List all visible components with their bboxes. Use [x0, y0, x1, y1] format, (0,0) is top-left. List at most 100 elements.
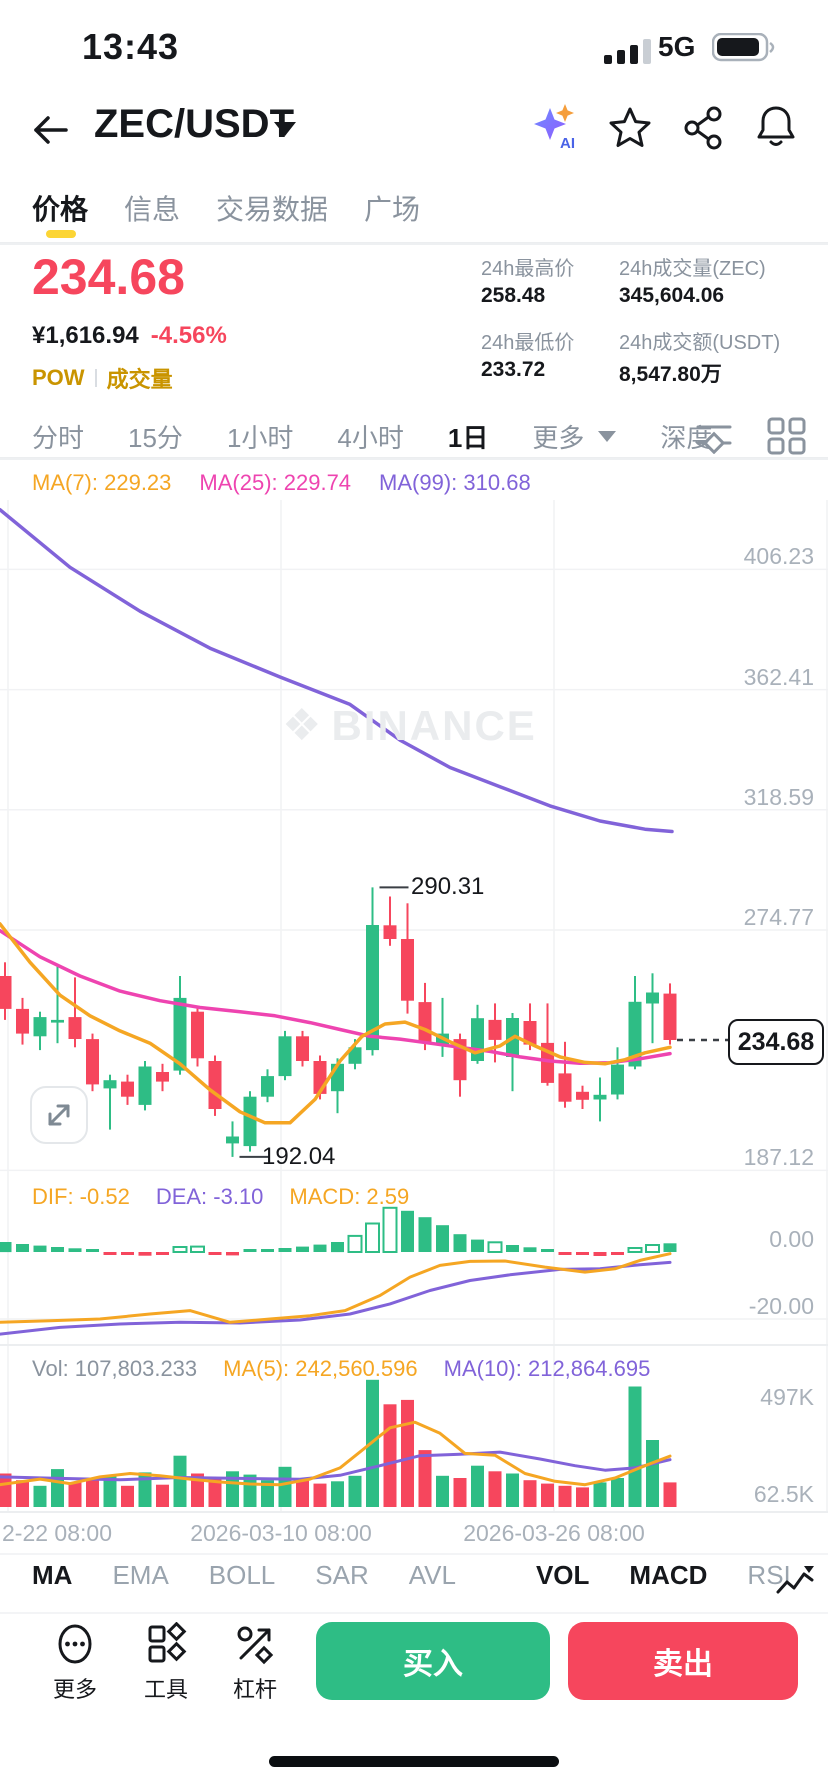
legend-item: MA(25): 229.74 — [199, 470, 352, 495]
tab-2[interactable]: 交易数据 — [216, 194, 329, 225]
expand-chart-button[interactable] — [30, 1086, 88, 1144]
pair-dropdown-caret[interactable] — [274, 122, 296, 136]
volume-axis-label: 497K — [760, 1384, 814, 1410]
layout-grid-icon[interactable] — [766, 416, 808, 456]
current-price-tag: 234.68 — [728, 1019, 824, 1065]
pow-tag[interactable]: POW — [32, 365, 85, 390]
legend-item: DEA: -3.10 — [155, 1184, 264, 1209]
indicator-sar[interactable]: SAR — [315, 1560, 369, 1590]
timeframe-3[interactable]: 4小时 — [337, 423, 404, 453]
divider — [0, 1612, 828, 1614]
indicator-vol[interactable]: VOL — [535, 1560, 590, 1590]
timeframe-4[interactable]: 1日 — [447, 423, 489, 453]
y-axis-label: 362.41 — [743, 664, 814, 690]
active-tab-underline — [46, 230, 76, 238]
leverage-percent-icon — [237, 1626, 274, 1665]
tab-0[interactable]: 价格 — [32, 194, 89, 225]
ma-legend: MA(7): 229.23 MA(25): 229.74 MA(99): 310.6… — [32, 470, 531, 496]
binance-logo-icon: ❖ — [282, 701, 322, 750]
chart-style-icon[interactable] — [774, 1562, 818, 1602]
tag-row[interactable]: POW 成交量 — [32, 362, 173, 394]
stat-volusdt-label: 24h成交额(USDT) — [619, 332, 781, 354]
last-price: 234.68 — [32, 249, 185, 305]
divider — [0, 458, 828, 460]
high-annotation: 290.31 — [411, 873, 485, 900]
tools-button[interactable]: 工具 — [131, 1622, 201, 1704]
indicator-boll[interactable]: BOLL — [208, 1560, 276, 1590]
timeframe-2[interactable]: 1小时 — [226, 423, 294, 453]
more-caret-icon — [598, 431, 617, 442]
macd-axis-label: -20.00 — [748, 1293, 814, 1319]
y-axis-label: 274.77 — [743, 904, 814, 930]
sell-button[interactable]: 卖出 — [568, 1622, 798, 1700]
macd-legend: DIF: -0.52 DEA: -3.10 MACD: 2.59 — [32, 1184, 409, 1210]
macd-axis-label: 0.00 — [769, 1226, 814, 1252]
home-indicator — [269, 1756, 559, 1767]
svg-text:AI: AI — [560, 135, 575, 152]
buy-button[interactable]: 买入 — [316, 1622, 550, 1700]
legend-item: DIF: -0.52 — [32, 1184, 130, 1209]
indicator-avl[interactable]: AVL — [408, 1560, 456, 1590]
leverage-label: 杠杆 — [232, 1677, 277, 1702]
stat-high-label: 24h最高价 — [481, 258, 575, 280]
stat-volzec-value: 345,604.06 — [619, 284, 725, 307]
more-button[interactable]: 更多 — [40, 1622, 110, 1704]
timeframe-row: 分时 15分 1小时 4小时 1日 更多 深度 — [32, 418, 812, 455]
more-label: 更多 — [52, 1677, 97, 1702]
binance-logo-text: BINANCE — [331, 701, 537, 749]
volume-tag[interactable]: 成交量 — [106, 367, 173, 392]
stat-volusdt-value: 8,547.80万 — [619, 363, 722, 386]
fiat-price-row: ¥1,616.94 -4.56% — [32, 322, 227, 350]
stat-low-value: 233.72 — [481, 358, 546, 381]
tools-grid-icon — [148, 1622, 187, 1663]
indicator-ema[interactable]: EMA — [112, 1560, 169, 1590]
bell-icon[interactable] — [752, 102, 800, 150]
x-axis-label: 2026-03-26 08:00 — [463, 1520, 645, 1546]
tag-separator — [94, 369, 97, 387]
indicator-settings-icon[interactable] — [694, 418, 734, 454]
battery-icon — [712, 33, 778, 63]
tab-1[interactable]: 信息 — [124, 194, 181, 225]
signal-icon — [604, 38, 656, 64]
back-button[interactable] — [28, 108, 72, 152]
timeframe-0[interactable]: 分时 — [32, 423, 85, 453]
x-axis-label: 2-22 08:00 — [2, 1520, 112, 1546]
binance-watermark: ❖ BINANCE — [282, 700, 537, 751]
tools-label: 工具 — [143, 1677, 188, 1702]
change-percent: -4.56% — [150, 322, 227, 349]
timeframe-1[interactable]: 15分 — [128, 423, 183, 453]
y-axis-label: 187.12 — [743, 1144, 814, 1170]
y-axis-label: 318.59 — [743, 784, 814, 810]
tab-3[interactable]: 广场 — [364, 194, 421, 225]
ellipsis-circle-icon — [58, 1624, 92, 1664]
low-annotation: 192.04 — [262, 1143, 336, 1170]
volume-axis-label: 62.5K — [753, 1481, 814, 1507]
legend-item: MA(5): 242,560.596 — [223, 1356, 418, 1381]
favorite-star-icon[interactable] — [606, 104, 654, 152]
x-axis-label: 2026-03-10 08:00 — [190, 1520, 372, 1546]
legend-item: MA(10): 212,864.695 — [443, 1356, 651, 1381]
stat-low-label: 24h最低价 — [481, 332, 575, 354]
stat-high-value: 258.48 — [481, 284, 546, 307]
indicator-bar: MA EMA BOLL SAR AVL VOL MACD RSI — [32, 1560, 812, 1591]
legend-item: MACD: 2.59 — [289, 1184, 410, 1209]
indicator-macd[interactable]: MACD — [629, 1560, 708, 1590]
legend-item: MA(7): 229.23 — [32, 470, 172, 495]
leverage-button[interactable]: 杠杆 — [220, 1622, 290, 1704]
legend-item: MA(99): 310.68 — [379, 470, 531, 495]
stat-volzec-label: 24h成交量(ZEC) — [619, 258, 766, 280]
y-axis-label: 406.23 — [743, 543, 814, 569]
pair-title[interactable]: ZEC/USDT — [94, 102, 294, 146]
status-time: 13:43 — [82, 26, 180, 67]
divider — [0, 243, 828, 245]
network-type: 5G — [658, 31, 696, 62]
divider — [0, 1553, 828, 1555]
fiat-price: ¥1,616.94 — [32, 322, 139, 349]
top-tabs: 价格 信息 交易数据 广场 — [32, 188, 420, 228]
legend-item: Vol: 107,803.233 — [32, 1356, 198, 1381]
timeframe-5[interactable]: 更多 — [532, 423, 585, 453]
ai-assistant-icon[interactable]: AI — [530, 102, 582, 154]
share-icon[interactable] — [680, 104, 728, 152]
indicator-ma[interactable]: MA — [32, 1560, 73, 1590]
